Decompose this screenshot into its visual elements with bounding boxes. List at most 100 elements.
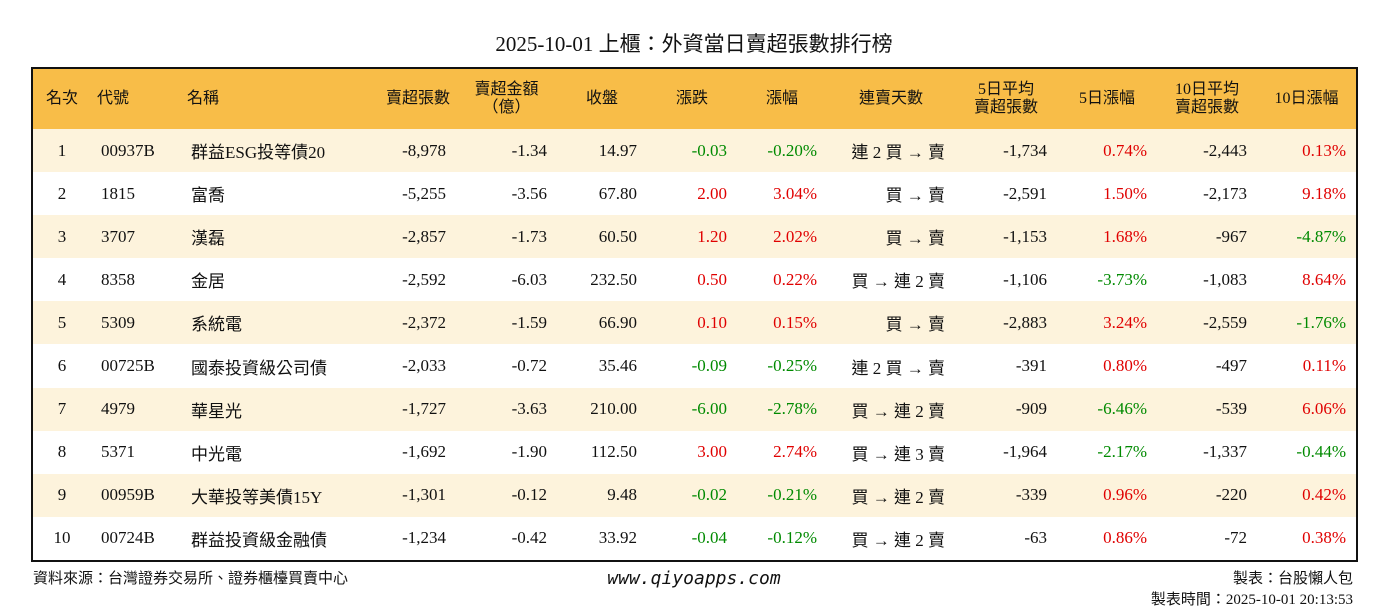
column-header: 漲幅	[737, 68, 827, 129]
table-row: 6 00725B 國泰投資級公司債 -2,033 -0.72 35.46 -0.09 -0.2…	[32, 344, 1357, 387]
column-header: 10日漲幅	[1257, 68, 1357, 129]
cell: 8358	[101, 269, 135, 289]
cell: 9	[32, 473, 91, 517]
cell: 0.80%	[1103, 356, 1147, 376]
cell: 買 → 賣	[885, 186, 946, 206]
cell: -1.90	[511, 442, 547, 462]
cell: 2.74%	[773, 442, 817, 462]
cell: -1,301	[356, 473, 456, 517]
cell: 買 → 賣	[827, 301, 955, 345]
cell: -72	[1224, 528, 1247, 548]
cell: 60.50	[557, 215, 647, 259]
cell: -2,857	[356, 215, 456, 259]
cell: 6.06%	[1257, 387, 1357, 431]
cell: -1,153	[955, 215, 1057, 259]
cell: -0.44%	[1296, 442, 1346, 462]
cell: 國泰投資級公司債	[191, 358, 327, 378]
cell: 3.24%	[1057, 301, 1157, 345]
cell: -0.12	[456, 473, 557, 517]
table-row: 2 1815 富喬 -5,255 -3.56 67.80 2.00 3.04% 買 → 賣 -2,…	[32, 172, 1357, 215]
cell: 連 2 買 → 賣	[851, 358, 946, 378]
cell: 1	[32, 129, 91, 173]
cell: -220	[1157, 473, 1257, 517]
cell: -63	[1024, 528, 1047, 548]
cell: -2.17%	[1097, 442, 1147, 462]
cell: -3.63	[456, 387, 557, 431]
ranking-table: 名次 代號 名稱 賣超張數 賣超金額 （億） 收盤 漲跌 漲幅 連賣天數 5日平均 賣超張數 5日漲…	[31, 67, 1358, 562]
column-header: 賣超金額 （億）	[456, 68, 557, 129]
cell: 00724B	[101, 528, 155, 548]
cell: -1,234	[402, 528, 446, 548]
cell: -1,727	[356, 387, 456, 431]
cell: 0.11%	[1302, 356, 1346, 376]
cell: -2,883	[955, 301, 1057, 345]
cell: 中光電	[191, 444, 242, 464]
cell: -2,591	[1003, 183, 1047, 203]
cell: -0.42	[511, 528, 547, 548]
column-header: 賣超張數	[356, 68, 456, 129]
cell: -0.09	[691, 356, 727, 376]
source: 資料來源：台灣證券交易所、證券櫃檯買賣中心	[33, 571, 349, 587]
cell: -2,592	[402, 269, 446, 289]
cell: 00959B	[91, 473, 181, 517]
cell: -1.76%	[1257, 301, 1357, 345]
cell: 0.42%	[1257, 473, 1357, 517]
table-row: 8 5371 中光電 -1,692 -1.90 112.50 3.00 2.74% 買 → 連 …	[32, 431, 1357, 474]
cell: 漢磊	[181, 215, 356, 259]
cell: 0.96%	[1057, 473, 1157, 517]
column-header: 漲跌	[647, 68, 737, 129]
cell: 買 → 連 3 賣	[851, 444, 946, 464]
cell: 系統電	[181, 301, 356, 345]
cell: -0.04	[691, 528, 727, 548]
cell: -0.02	[647, 473, 737, 517]
cell: 0.74%	[1057, 129, 1157, 173]
cell: -539	[1157, 387, 1257, 431]
cell: 33.92	[598, 528, 637, 548]
cell: 大華投等美債15Y	[181, 473, 356, 517]
cell: 5309	[91, 301, 181, 345]
cell: -8,978	[356, 129, 456, 173]
cell: 5	[32, 301, 91, 345]
cell: -3.73%	[1097, 269, 1147, 289]
cell: -6.46%	[1057, 387, 1157, 431]
cell: -1.59	[456, 301, 557, 345]
table-row: 4 8358 金居 -2,592 -6.03 232.50 0.50 0.22% 買 → 連 2…	[32, 258, 1357, 301]
cell: 66.90	[557, 301, 647, 345]
cell: 1.68%	[1057, 215, 1157, 259]
cell: 2.02%	[737, 215, 827, 259]
table-row: 10 00724B 群益投資級金融債 -1,234 -0.42 33.92 -0.04 -0.…	[32, 517, 1357, 561]
table-row: 9 00959B 大華投等美債15Y -1,301 -0.12 9.48 -0.02 -0.2…	[32, 473, 1357, 517]
cell: -339	[955, 473, 1057, 517]
cell: -497	[1215, 356, 1247, 376]
cell: 4979	[91, 387, 181, 431]
cell: 4	[57, 269, 67, 289]
cell: -0.21%	[737, 473, 827, 517]
cell: 買 → 賣	[827, 215, 955, 259]
cell: 6	[57, 356, 67, 376]
cell: 0.86%	[1103, 528, 1147, 548]
cell: 232.50	[590, 269, 637, 289]
cell: -6.03	[511, 269, 547, 289]
cell: 買 → 連 2 賣	[851, 272, 946, 292]
column-header: 連賣天數	[827, 68, 955, 129]
cell: -2.78%	[737, 387, 827, 431]
cell: 10	[53, 528, 71, 548]
cell: 9.18%	[1302, 183, 1346, 203]
cell: 3	[32, 215, 91, 259]
cell: -909	[955, 387, 1057, 431]
cell: -967	[1157, 215, 1257, 259]
cell: 7	[32, 387, 91, 431]
cell: 00937B	[91, 129, 181, 173]
cell: 連 2 買 → 賣	[827, 129, 955, 173]
cell: -1,734	[955, 129, 1057, 173]
cell: -1,337	[1203, 442, 1247, 462]
column-header: 收盤	[557, 68, 647, 129]
cell: -391	[1015, 356, 1047, 376]
cell: -2,173	[1203, 183, 1247, 203]
cell: -5,255	[402, 183, 446, 203]
made-time: 製表時間：2025-10-01 20:13:53	[1150, 592, 1353, 608]
cell: 00725B	[101, 356, 155, 376]
cell: 富喬	[191, 186, 225, 206]
cell: -2,559	[1157, 301, 1257, 345]
